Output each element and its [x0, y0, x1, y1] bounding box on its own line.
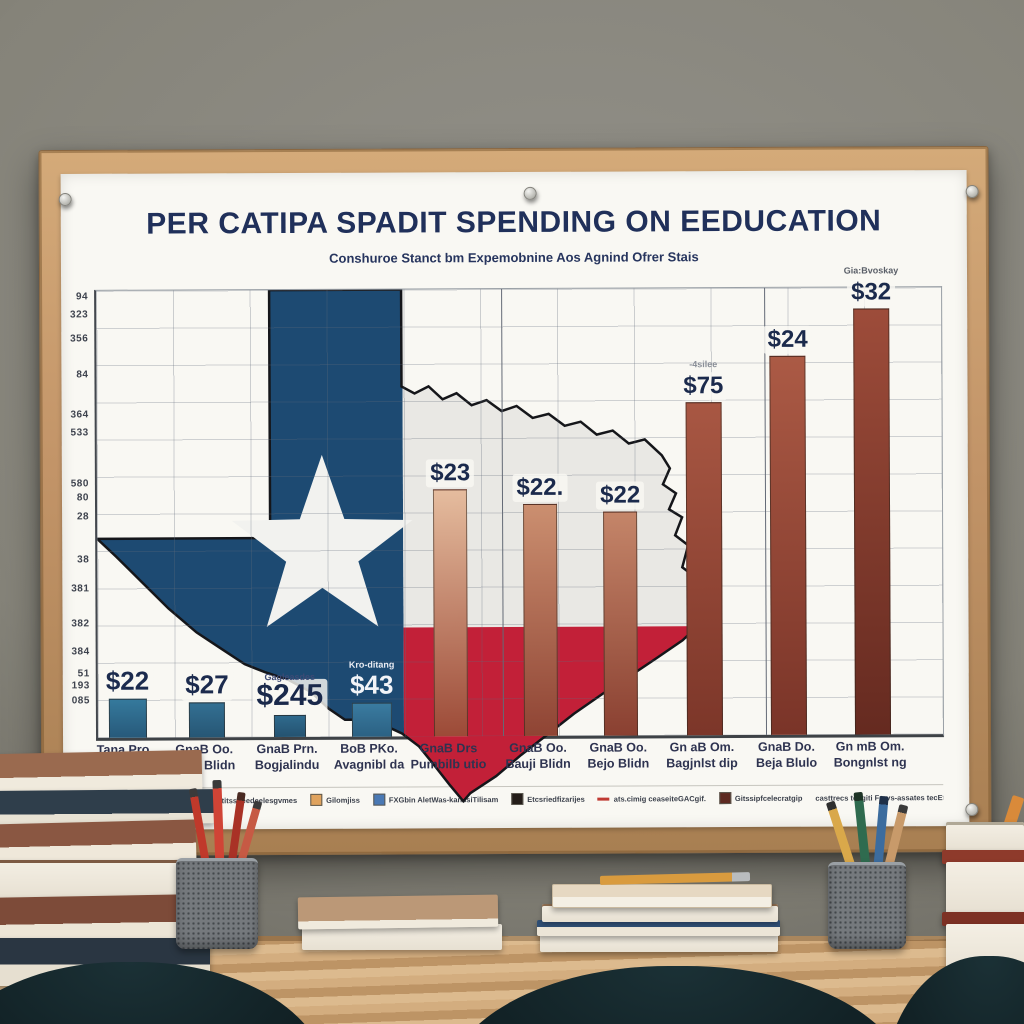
- y-tick-label: 323: [69, 308, 89, 321]
- y-tick-label: 384: [71, 646, 90, 658]
- book: [542, 904, 778, 922]
- bar-copper: $22: [596, 481, 645, 736]
- bar-note: Gagleasdes: [264, 672, 316, 683]
- y-tick-label: 38: [77, 554, 90, 566]
- push-pin: [965, 802, 979, 817]
- y-tick-label: 356: [70, 333, 89, 345]
- bar-value-label: $75: [679, 371, 728, 401]
- legend-item: FXGbin AletWas-kanssiTilisam: [372, 793, 499, 806]
- legend-swatch: [511, 792, 524, 806]
- y-tick-label: 381: [71, 583, 90, 595]
- book: [0, 819, 197, 865]
- mesh-pencil-cup-right: [828, 862, 906, 949]
- book: [942, 912, 1024, 926]
- y-tick-label: 382: [71, 618, 90, 630]
- bar-value-label: $43: [349, 669, 394, 700]
- y-tick-label: 085: [71, 695, 90, 707]
- book: [942, 850, 1024, 864]
- legend-swatch: [597, 797, 610, 801]
- bar-value-label: $245: [252, 679, 328, 714]
- legend-item: ats.cimig ceaseiteGACgif.: [597, 793, 706, 804]
- bar-texas-blue: $22: [101, 665, 154, 738]
- category-label: Gn mB Om. Bongnlst ng: [815, 738, 925, 771]
- chart-subtitle: Conshuroe Stanct bm Expemobnine Aos Agni…: [329, 249, 699, 266]
- bar-note: Kro-ditang: [348, 659, 395, 670]
- legend-item: Etcsriedfizarijes: [511, 792, 585, 806]
- bar-brick: $32 Gia:Bvoskay: [844, 265, 898, 735]
- legend-text: FXGbin AletWas-kanssiTilisam: [388, 794, 499, 805]
- y-tick-label: 193: [71, 679, 90, 692]
- category-label-line: Gn mB Om.: [835, 739, 905, 754]
- plot-area: $22 $27 $245 Gagleasdes $43 Kro-ditang $23 $22.…: [94, 265, 945, 805]
- book: [0, 749, 203, 795]
- legend-text: Gitssipfcelecratgip: [734, 793, 803, 803]
- book: [540, 934, 778, 952]
- legend-swatch: [310, 793, 323, 806]
- bar-copper: $23: [426, 459, 475, 737]
- y-tick-label: 28: [76, 511, 90, 523]
- y-tick-label: 580: [70, 478, 89, 490]
- bar-texas-blue: $27: [181, 669, 233, 738]
- bar-texas-blue: $43 Kro-ditang: [349, 659, 394, 737]
- push-pin: [523, 186, 537, 200]
- legend-item: Gilomjiss: [310, 793, 360, 806]
- y-tick-label: 533: [70, 427, 89, 439]
- bar-brick: $75 -4silee: [679, 359, 728, 736]
- legend-text: Etcsriedfizarijes: [527, 794, 585, 804]
- bar-value-label: $22.: [512, 473, 568, 502]
- y-tick-label: 84: [76, 369, 89, 381]
- category-axis: Tana Pro.Pryp Bil.doGnaB Oo.Bajp BlidnGn…: [92, 738, 941, 792]
- y-tick-label: 364: [70, 409, 89, 421]
- y-tick-label: 94: [75, 291, 89, 303]
- push-pin: [58, 192, 72, 206]
- book: [537, 920, 780, 936]
- bar-value-label: $32: [847, 278, 896, 307]
- y-tick-label: 51: [77, 668, 90, 680]
- book: [552, 884, 772, 908]
- notebook: [297, 894, 499, 930]
- bars-layer: $22 $27 $245 Gagleasdes $43 Kro-ditang $23 $22.…: [96, 265, 943, 738]
- book: [946, 822, 1024, 852]
- y-tick-label: 80: [76, 492, 90, 504]
- legend-swatch: [372, 793, 385, 806]
- legend-text: ats.cimig ceaseiteGACgif.: [613, 793, 706, 804]
- bar-note: Gia:Bvoskay: [843, 265, 899, 276]
- bar-copper: $22.: [512, 473, 568, 736]
- mesh-pencil-cup-left: [176, 858, 258, 949]
- category-label-line: Bongnlst ng: [833, 755, 907, 770]
- bar-value-label: $22: [101, 665, 154, 697]
- book: [946, 862, 1024, 914]
- bar-brick: $24: [763, 325, 812, 735]
- bar-value-label: $27: [181, 669, 233, 701]
- chart-poster: PER CATIPA SPADIT SPENDING ON EEDUCATION…: [60, 170, 970, 830]
- push-pin: [965, 184, 979, 199]
- bar-value-label: $24: [763, 325, 812, 354]
- legend-text: Gilomjiss: [326, 795, 360, 805]
- bar-value-label: $23: [426, 459, 475, 488]
- bar-texas-blue: $245 Gagleasdes: [252, 672, 328, 738]
- chart-title: PER CATIPA SPADIT SPENDING ON EEDUCATION: [146, 204, 882, 241]
- book: [0, 894, 193, 942]
- bar-note: -4silee: [689, 359, 718, 370]
- legend-swatch: [718, 792, 731, 805]
- bar-value-label: $22: [596, 481, 645, 510]
- y-axis-ticks: 94 323 356 84 364 533 580 80 28 38 381 382 384 51 193 0…: [63, 290, 93, 737]
- legend-item: Gitssipfcelecratgip: [718, 792, 803, 805]
- book: [0, 860, 208, 898]
